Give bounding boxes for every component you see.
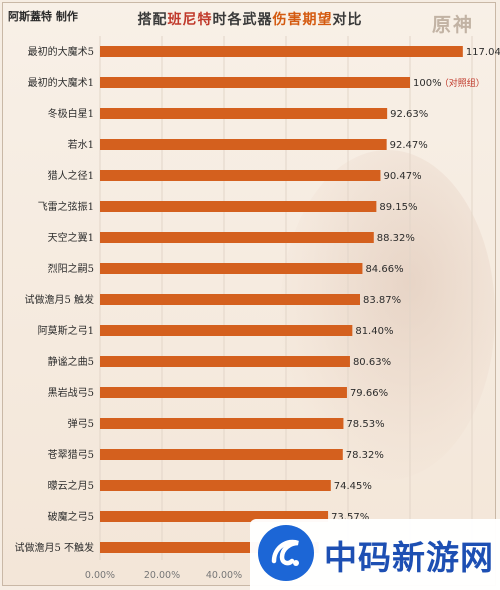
category-label: 飞雷之弦振1 <box>38 200 94 213</box>
value-label: 92.63% <box>390 109 428 120</box>
value-label: 90.47% <box>383 171 421 182</box>
bar <box>100 542 319 553</box>
bar <box>100 480 331 491</box>
category-label: 阿莫斯之弓1 <box>38 324 94 337</box>
title-part: 搭配 <box>137 12 168 28</box>
bar <box>100 108 388 119</box>
category-label: 破魔之弓5 <box>48 510 94 523</box>
bar <box>100 139 387 150</box>
title-part-highlight: 伤害期望 <box>272 12 333 28</box>
value-label: 81.40% <box>355 326 393 337</box>
title-part-highlight: 班尼特 <box>167 12 213 28</box>
category-label: 曚云之月5 <box>48 479 94 492</box>
bar <box>100 77 410 88</box>
bar <box>100 449 343 460</box>
value-label: 83.87% <box>363 295 401 306</box>
category-label: 猎人之径1 <box>48 169 94 182</box>
value-label: 74.45% <box>334 481 372 492</box>
category-label: 试做澹月5 触发 <box>24 293 94 306</box>
category-label: 静谧之曲5 <box>48 355 94 368</box>
value-label: 84.66% <box>365 264 403 275</box>
x-tick-label: 0.00% <box>85 570 115 581</box>
bar <box>100 294 360 305</box>
value-label: 79.66% <box>350 388 388 399</box>
value-label: 100% <box>413 78 442 89</box>
chart-title: 搭配班尼特时各武器伤害期望对比 <box>0 9 500 29</box>
bar <box>100 263 363 274</box>
category-label: 若水1 <box>68 138 94 151</box>
category-label: 最初的大魔术1 <box>28 76 94 89</box>
bar <box>100 325 353 336</box>
genshin-logo: 原神 <box>432 14 475 36</box>
watermark-swirl-icon <box>271 539 299 566</box>
reference-note: （对照组） <box>440 77 485 89</box>
value-label: 117.04% <box>466 47 500 58</box>
bar <box>100 232 374 243</box>
category-label: 最初的大魔术5 <box>28 45 94 58</box>
value-label: 88.32% <box>377 233 415 244</box>
title-part: 时各武器 <box>212 12 273 28</box>
x-tick-label: 40.00% <box>206 570 242 581</box>
bar <box>100 511 329 522</box>
category-label: 烈阳之嗣5 <box>48 262 94 275</box>
title-part: 对比 <box>332 12 363 28</box>
value-label: 78.32% <box>346 450 384 461</box>
watermark-panel: 中码新游网 <box>250 519 500 590</box>
bar <box>100 170 381 181</box>
value-label: 80.63% <box>353 357 391 368</box>
bar <box>100 387 347 398</box>
watermark-logo-icon <box>258 525 314 581</box>
value-label: 73.57% <box>331 512 369 523</box>
category-label: 苍翠猎弓5 <box>48 448 94 461</box>
value-label: 78.53% <box>346 419 384 430</box>
watermark-text: 中码新游网 <box>324 538 494 577</box>
category-label: 黑岩战弓5 <box>48 386 94 399</box>
bar <box>100 46 463 57</box>
category-label: 冬极白星1 <box>48 107 94 120</box>
bar <box>100 201 377 212</box>
value-label: 89.15% <box>379 202 417 213</box>
x-tick-label: 20.00% <box>144 570 180 581</box>
author-credit: 阿斯蓋特 制作 <box>8 10 78 23</box>
bar <box>100 356 350 367</box>
bar <box>100 418 344 429</box>
category-label: 天空之翼1 <box>48 231 94 244</box>
category-label: 弹弓5 <box>68 417 94 430</box>
value-label: 92.47% <box>390 140 428 151</box>
category-label: 试做澹月5 不触发 <box>14 541 94 554</box>
